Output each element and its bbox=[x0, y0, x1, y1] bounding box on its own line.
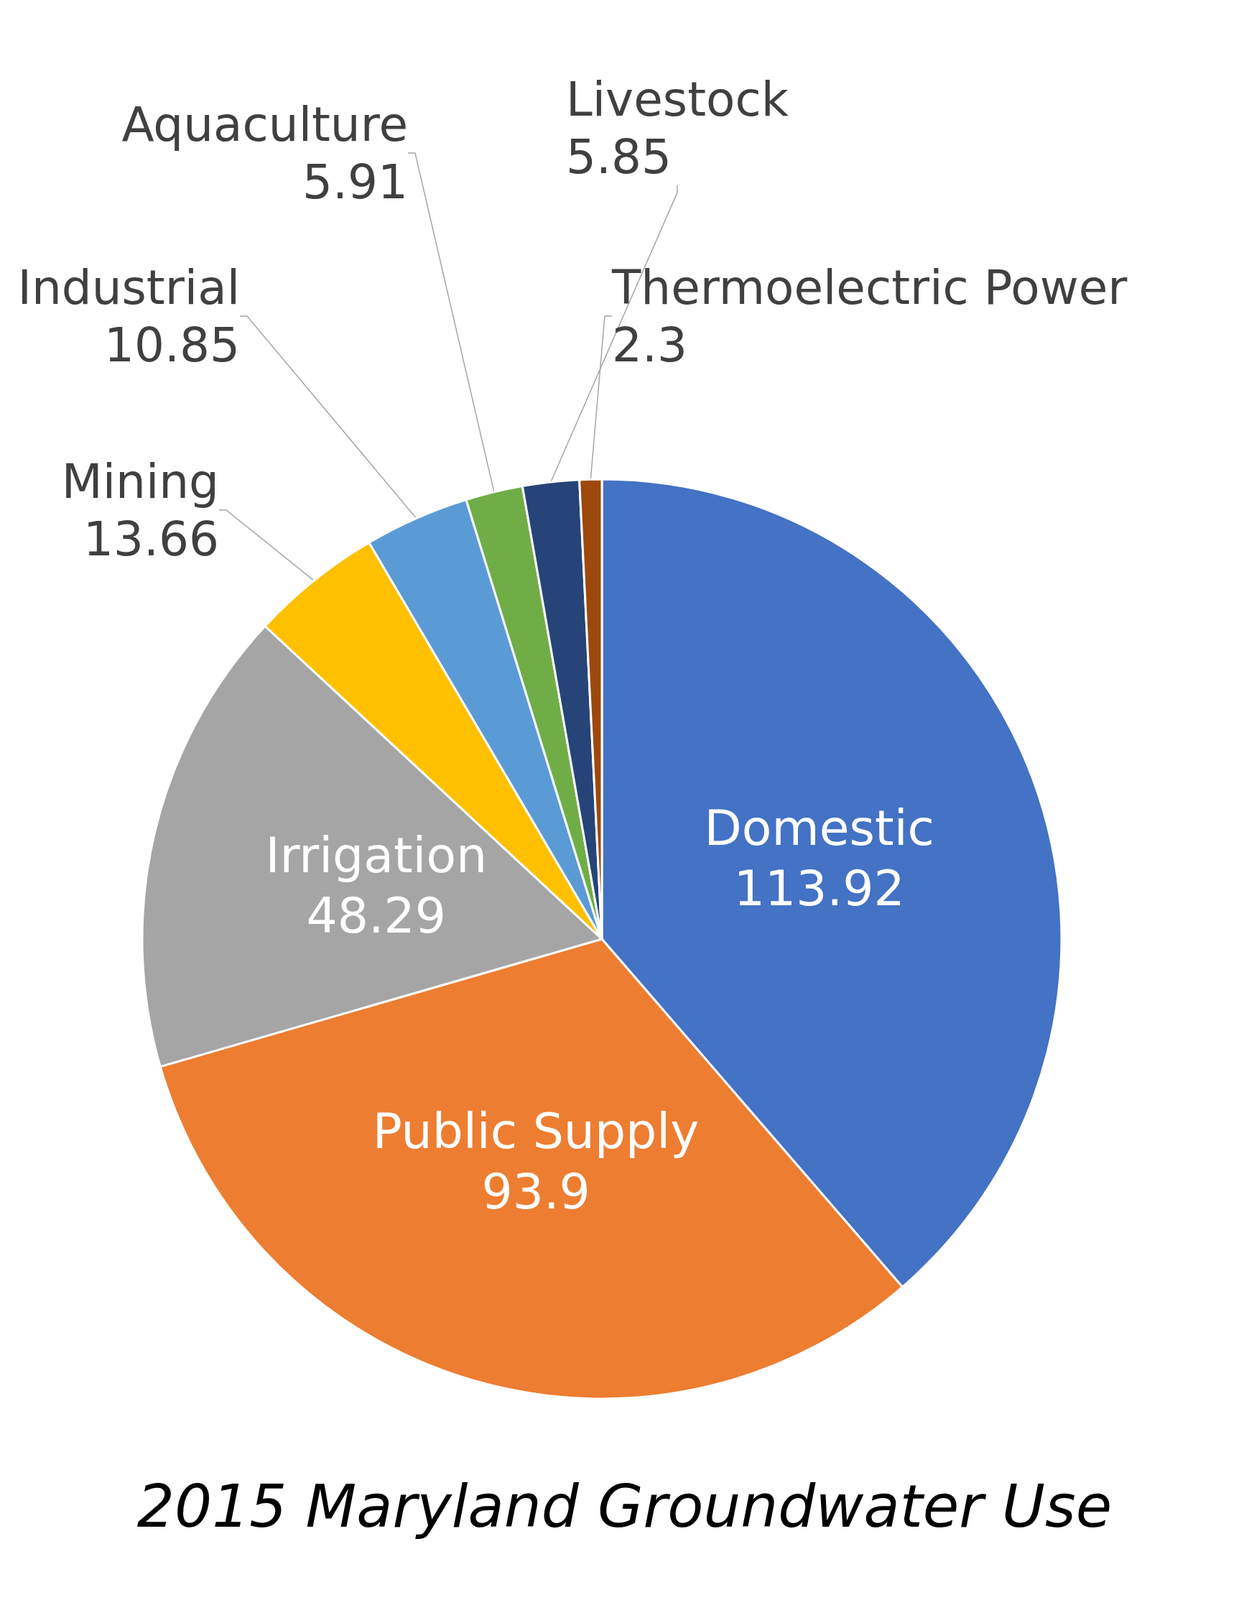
svg-text:2.3: 2.3 bbox=[611, 317, 688, 373]
svg-text:2015 Maryland Groundwater Use: 2015 Maryland Groundwater Use bbox=[137, 1471, 1112, 1540]
svg-text:Irrigation: Irrigation bbox=[265, 826, 487, 884]
svg-text:48.29: 48.29 bbox=[305, 887, 447, 944]
svg-text:Aquaculture: Aquaculture bbox=[121, 96, 408, 153]
svg-text:13.66: 13.66 bbox=[83, 511, 220, 567]
svg-text:113.92: 113.92 bbox=[734, 859, 905, 917]
svg-text:10.85: 10.85 bbox=[104, 317, 240, 373]
svg-text:Thermoelectric Power: Thermoelectric Power bbox=[611, 259, 1128, 316]
svg-text:Industrial: Industrial bbox=[17, 259, 240, 316]
svg-text:5.85: 5.85 bbox=[565, 129, 672, 185]
svg-text:Mining: Mining bbox=[61, 453, 220, 510]
svg-text:Public Supply: Public Supply bbox=[372, 1102, 700, 1160]
svg-text:Domestic: Domestic bbox=[704, 799, 935, 857]
svg-text:93.9: 93.9 bbox=[481, 1162, 590, 1220]
svg-text:Livestock: Livestock bbox=[565, 71, 790, 128]
svg-text:5.91: 5.91 bbox=[302, 154, 408, 210]
